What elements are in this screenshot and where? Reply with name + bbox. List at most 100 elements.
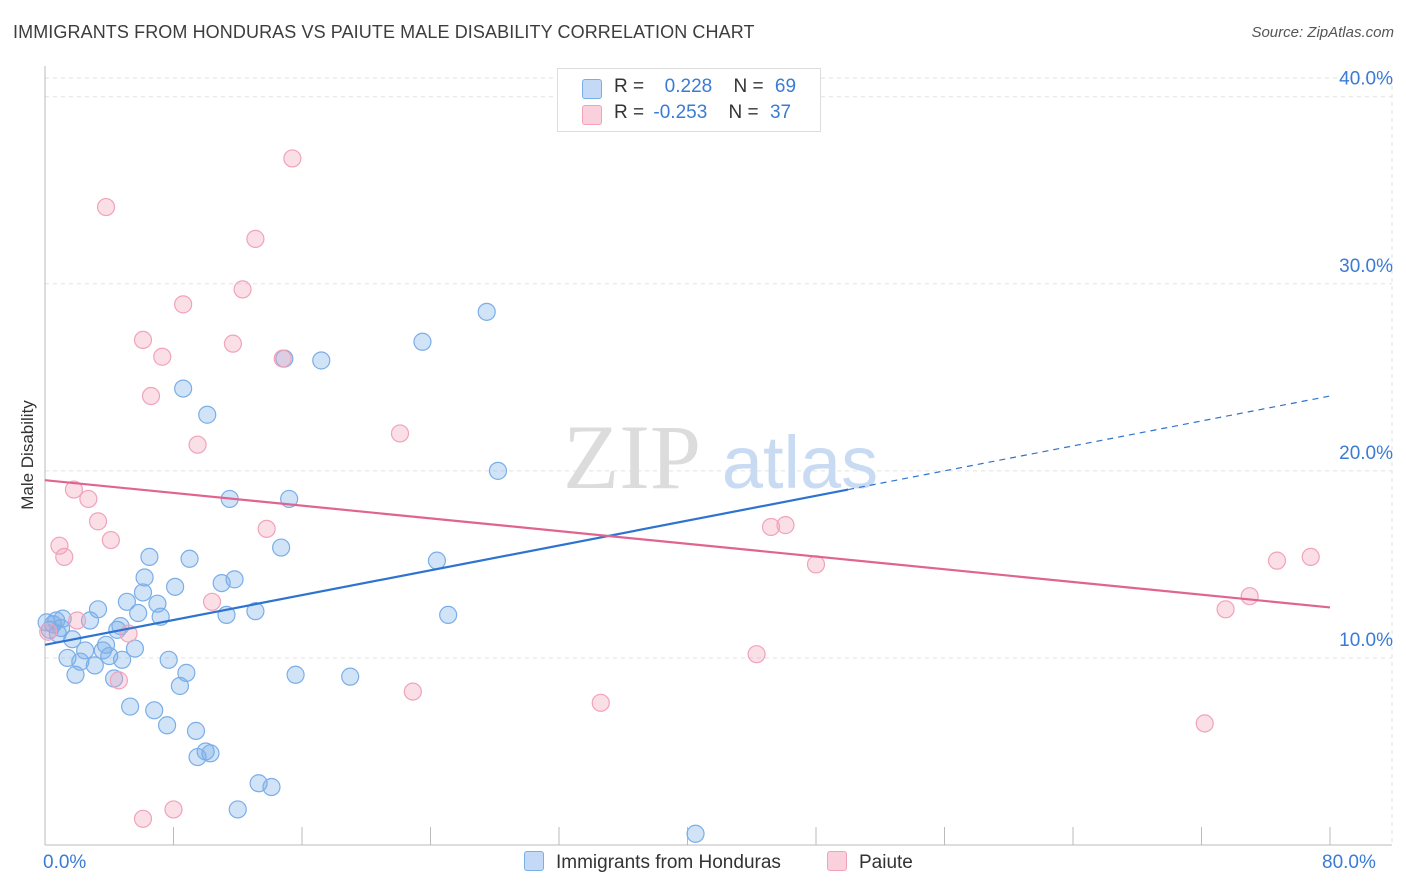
point-paiute (806, 555, 826, 574)
point-honduras (686, 824, 705, 843)
correlation-legend: R = 0.228 N = 69 R = -0.253 N = 37 (557, 68, 821, 132)
bottom-legend-honduras: Immigrants from Honduras (524, 851, 781, 874)
point-paiute (246, 229, 265, 248)
point-honduras (76, 641, 95, 660)
trend-line-honduras (44, 488, 849, 646)
point-paiute (257, 519, 276, 538)
y-tick-label: 20.0% (1339, 443, 1393, 464)
trend-extension-honduras (848, 395, 1331, 491)
point-honduras (112, 650, 132, 669)
point-honduras (488, 461, 508, 480)
point-paiute (188, 435, 207, 454)
point-paiute (68, 611, 87, 630)
point-paiute (64, 480, 84, 499)
point-honduras (177, 663, 196, 682)
point-paiute (96, 197, 116, 217)
point-paiute (591, 693, 610, 712)
x-tick-label-max: 80.0% (1322, 852, 1376, 873)
point-honduras (170, 676, 190, 696)
point-paiute (50, 536, 69, 555)
point-honduras (201, 744, 220, 763)
point-honduras (225, 570, 244, 589)
legend-n-value: 37 (769, 102, 792, 123)
point-honduras (53, 609, 72, 628)
point-paiute (390, 424, 410, 443)
point-honduras (88, 600, 108, 619)
y-tick-label: 30.0% (1339, 256, 1393, 277)
point-honduras (413, 332, 432, 351)
point-honduras (286, 665, 305, 684)
point-honduras (272, 538, 291, 557)
point-paiute (39, 622, 58, 641)
point-honduras (186, 721, 206, 740)
gridlines (45, 77, 1393, 845)
point-honduras (246, 602, 265, 621)
point-paiute (1267, 551, 1287, 570)
point-honduras (117, 592, 137, 611)
legend-swatch-blue (524, 851, 544, 871)
x-tick-label-min: 0.0% (43, 852, 87, 873)
axes (44, 66, 1392, 846)
point-honduras (71, 652, 90, 671)
point-honduras (312, 351, 331, 370)
legend-r-value: 0.228 (659, 76, 713, 97)
point-paiute (133, 330, 153, 350)
point-honduras (157, 716, 177, 735)
point-paiute (1195, 714, 1214, 733)
legend-n-label: N = (728, 102, 759, 123)
point-paiute (1216, 600, 1235, 619)
source-label: Source: ZipAtlas.com (1251, 24, 1394, 41)
trend-lines (44, 395, 1331, 646)
watermark: ZIP atlas (563, 406, 878, 508)
point-honduras (166, 577, 185, 596)
point-paiute (164, 800, 183, 819)
point-paiute (223, 334, 243, 353)
point-honduras (228, 800, 247, 819)
point-honduras (174, 379, 193, 398)
legend-n-value: 69 (774, 76, 797, 97)
legend-r-label: R = (614, 76, 645, 97)
legend-swatch-pink (827, 851, 847, 871)
point-paiute (1301, 547, 1320, 567)
bottom-legend-paiute: Paiute (827, 851, 913, 874)
point-honduras (125, 639, 145, 658)
trend-line-paiute (44, 479, 1331, 609)
point-paiute (101, 530, 120, 550)
point-paiute (202, 592, 222, 611)
point-honduras (198, 405, 217, 424)
point-honduras (135, 568, 154, 587)
point-paiute (153, 347, 172, 366)
legend-swatch-blue (582, 79, 602, 99)
point-honduras (121, 697, 140, 716)
point-honduras (180, 549, 199, 568)
data-points (37, 149, 1320, 843)
point-honduras (159, 650, 178, 669)
y-tick-labels: 10.0% 20.0% 30.0% 40.0% (1339, 69, 1393, 651)
point-honduras (140, 547, 159, 567)
legend-r-value: -0.253 (653, 102, 708, 123)
legend-n-label: N = (733, 76, 764, 97)
point-paiute (233, 280, 252, 299)
point-honduras (427, 551, 447, 570)
legend-swatch-pink (582, 105, 602, 125)
watermark-atlas: atlas (722, 421, 878, 504)
point-honduras (133, 583, 153, 602)
point-paiute (747, 645, 766, 664)
point-paiute (109, 671, 128, 690)
point-paiute (133, 809, 153, 828)
point-honduras (439, 605, 458, 625)
point-honduras (477, 302, 496, 321)
point-honduras (341, 667, 360, 686)
point-paiute (141, 386, 161, 406)
point-honduras (85, 656, 104, 675)
legend-r-label: R = (614, 102, 645, 123)
point-paiute (88, 512, 108, 531)
point-honduras (145, 701, 164, 720)
point-paiute (174, 295, 193, 314)
point-paiute (79, 489, 98, 509)
chart-title: IMMIGRANTS FROM HONDURAS VS PAIUTE MALE … (13, 22, 755, 42)
legend-label-honduras: Immigrants from Honduras (556, 852, 781, 873)
point-paiute (761, 517, 781, 537)
y-tick-label: 40.0% (1339, 69, 1393, 90)
